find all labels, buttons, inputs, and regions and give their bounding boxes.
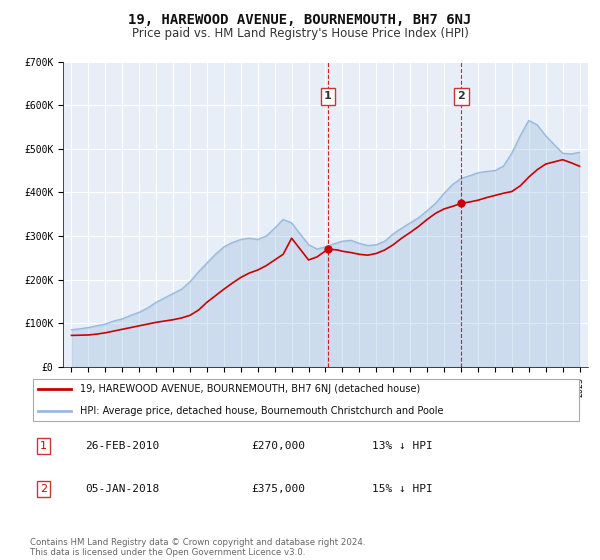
Text: 19, HAREWOOD AVENUE, BOURNEMOUTH, BH7 6NJ (detached house): 19, HAREWOOD AVENUE, BOURNEMOUTH, BH7 6N…: [80, 384, 420, 394]
Text: HPI: Average price, detached house, Bournemouth Christchurch and Poole: HPI: Average price, detached house, Bour…: [80, 406, 443, 416]
Text: 05-JAN-2018: 05-JAN-2018: [85, 484, 160, 494]
Text: 2: 2: [40, 484, 47, 494]
Text: 1: 1: [324, 91, 332, 101]
Text: 13% ↓ HPI: 13% ↓ HPI: [372, 441, 433, 451]
Text: 2: 2: [458, 91, 466, 101]
Text: £270,000: £270,000: [251, 441, 305, 451]
Text: Price paid vs. HM Land Registry's House Price Index (HPI): Price paid vs. HM Land Registry's House …: [131, 27, 469, 40]
Text: 26-FEB-2010: 26-FEB-2010: [85, 441, 160, 451]
Text: 19, HAREWOOD AVENUE, BOURNEMOUTH, BH7 6NJ: 19, HAREWOOD AVENUE, BOURNEMOUTH, BH7 6N…: [128, 13, 472, 27]
Text: £375,000: £375,000: [251, 484, 305, 494]
Text: 15% ↓ HPI: 15% ↓ HPI: [372, 484, 433, 494]
Text: Contains HM Land Registry data © Crown copyright and database right 2024.
This d: Contains HM Land Registry data © Crown c…: [30, 538, 365, 557]
Text: 1: 1: [40, 441, 47, 451]
